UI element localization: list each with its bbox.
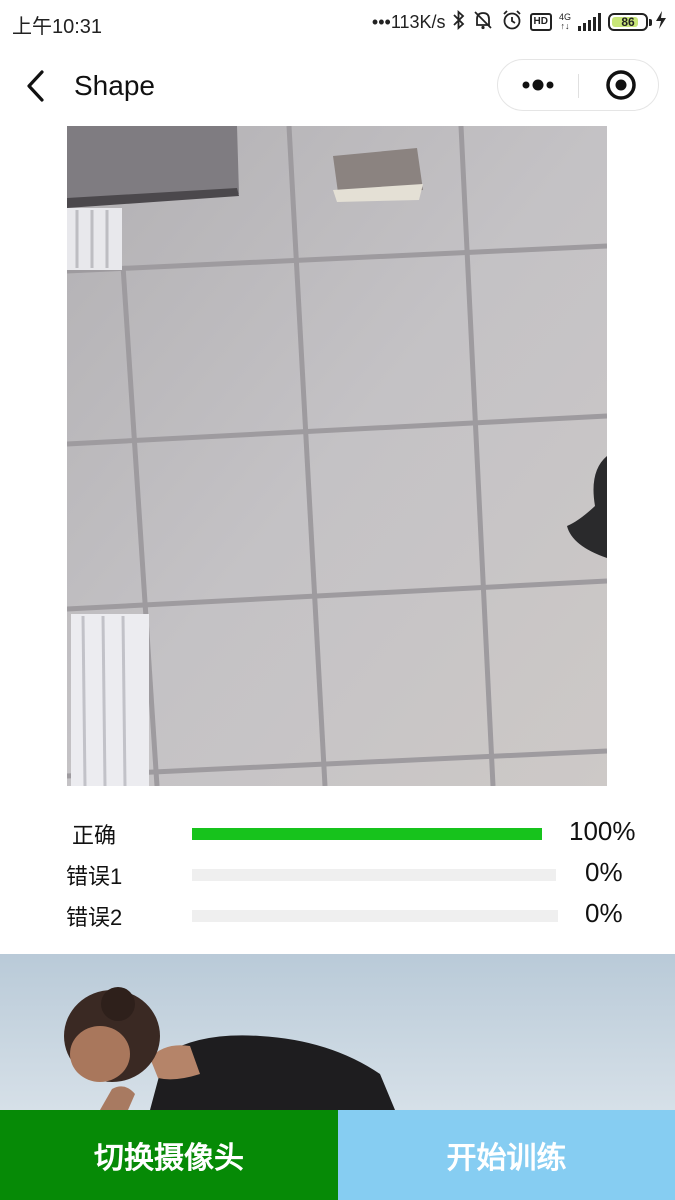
result-value: 0% (585, 898, 623, 928)
alarm-icon (501, 9, 523, 35)
reference-pose-image (0, 954, 675, 1110)
result-label: 错误2 (66, 905, 123, 930)
progress-track (192, 910, 558, 922)
bluetooth-icon (452, 9, 465, 34)
chevron-left-icon (27, 70, 44, 102)
back-button[interactable] (22, 66, 54, 106)
network-type-icon: 4G ↑↓ (558, 12, 571, 31)
status-bar: 上午10:31 •••113K/s HD 4G ↑↓ 86 (0, 0, 675, 44)
camera-preview (67, 126, 607, 786)
battery-icon: 86 (608, 13, 652, 31)
hd-icon: HD (529, 13, 552, 31)
result-label: 正确 (72, 823, 117, 848)
more-dots-icon (522, 79, 554, 91)
result-value: 100% (569, 816, 636, 846)
status-icons: •••113K/s HD 4G ↑↓ 86 (372, 8, 667, 36)
result-row-correct: 正确 100% (0, 814, 675, 854)
page-title: Shape (74, 70, 155, 101)
switch-camera-button[interactable]: 切换摄像头 (0, 1110, 338, 1200)
progress-track (192, 828, 542, 840)
result-value: 0% (585, 857, 623, 887)
close-miniprogram-button[interactable] (579, 60, 659, 110)
nav-bar: Shape (0, 44, 675, 126)
status-time: 上午10:31 (12, 16, 103, 38)
result-label: 错误1 (66, 864, 123, 889)
yoga-pose-image (0, 954, 675, 1110)
result-row-error1: 错误1 0% (0, 855, 675, 895)
progress-track (192, 869, 556, 881)
more-button[interactable] (498, 60, 578, 110)
charging-icon (655, 10, 667, 34)
signal-icon (578, 13, 601, 31)
camera-feed-image (67, 126, 607, 786)
network-speed: •••113K/s (371, 11, 446, 32)
mute-bell-icon (472, 9, 494, 35)
result-row-error2: 错误2 0% (0, 896, 675, 936)
progress-fill (192, 828, 542, 840)
target-circle-icon (606, 70, 636, 100)
start-training-button[interactable]: 开始训练 (338, 1110, 675, 1200)
miniprogram-capsule (497, 59, 659, 111)
